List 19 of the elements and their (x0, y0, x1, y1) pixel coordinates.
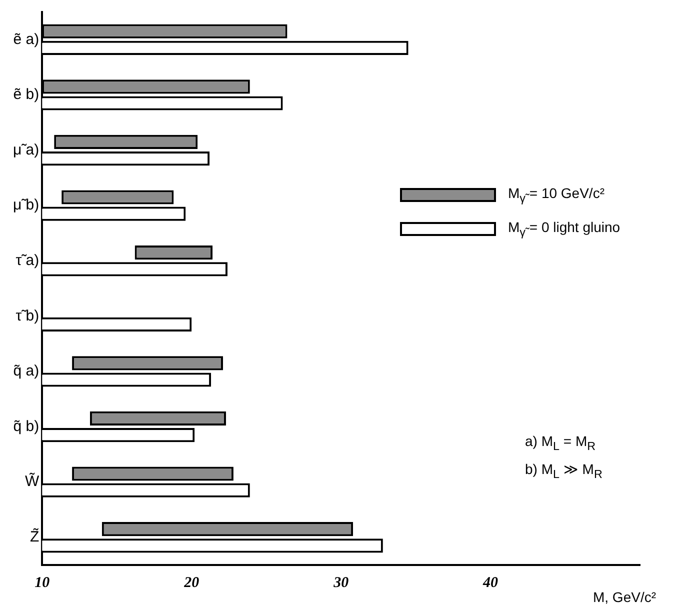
y-tick-label: Z̃ (30, 528, 40, 546)
x-tick-label: 10 (34, 574, 50, 591)
y-tick-label: μ̃ a) (12, 141, 40, 158)
x-tick-label: 20 (183, 574, 200, 591)
y-tick-label: τ̃ b) (16, 307, 40, 324)
x-axis-title: M, GeV/c² (592, 589, 656, 605)
annotation: b) M$_{L}$ ≫ M$_{R}$ (525, 460, 602, 483)
x-tick-label: 40 (482, 574, 499, 591)
y-tick-label: q̃ a) (13, 362, 40, 380)
y-tick-label: W̃ (24, 472, 40, 490)
annotation: a) M$_{L}$ = M$_{R}$ (525, 432, 597, 455)
y-tick-label: ẽ a) (13, 30, 40, 48)
text: M$_{γ̃}$ = 10 GeV/c² (508, 185, 604, 205)
y-tick-label: q̃ b) (13, 418, 40, 435)
x-tick-label: 30 (332, 574, 350, 591)
y-tick-label: ẽ b) (13, 86, 40, 104)
y-tick-label: μ̃ b) (12, 196, 40, 214)
y-tick-label: τ̃ a) (16, 252, 40, 269)
text: M$_{γ̃}$ = 0 light gluino (508, 218, 620, 239)
